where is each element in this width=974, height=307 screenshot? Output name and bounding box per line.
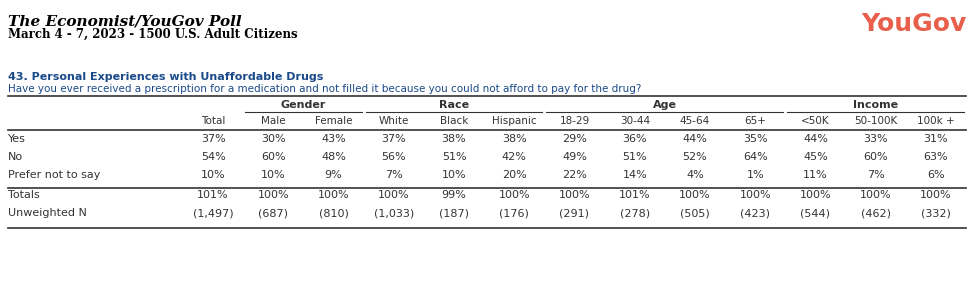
Text: 100%: 100%	[257, 190, 289, 200]
Text: 99%: 99%	[441, 190, 467, 200]
Text: 30-44: 30-44	[619, 116, 650, 126]
Text: Black: Black	[440, 116, 468, 126]
Text: Totals: Totals	[8, 190, 40, 200]
Text: 54%: 54%	[201, 152, 226, 162]
Text: 20%: 20%	[502, 170, 527, 180]
Text: 63%: 63%	[923, 152, 949, 162]
Text: 49%: 49%	[562, 152, 587, 162]
Text: 31%: 31%	[923, 134, 949, 144]
Text: 7%: 7%	[867, 170, 884, 180]
Text: 51%: 51%	[622, 152, 647, 162]
Text: (1,497): (1,497)	[193, 208, 234, 218]
Text: (423): (423)	[740, 208, 770, 218]
Text: Race: Race	[439, 100, 469, 110]
Text: (687): (687)	[258, 208, 288, 218]
Text: 10%: 10%	[442, 170, 467, 180]
Text: 100%: 100%	[920, 190, 952, 200]
Text: (176): (176)	[500, 208, 529, 218]
Text: 7%: 7%	[385, 170, 402, 180]
Text: 4%: 4%	[686, 170, 704, 180]
Text: (505): (505)	[680, 208, 710, 218]
Text: 10%: 10%	[201, 170, 225, 180]
Text: 9%: 9%	[324, 170, 343, 180]
Text: 45%: 45%	[803, 152, 828, 162]
Text: 100%: 100%	[559, 190, 590, 200]
Text: Have you ever received a prescription for a medication and not filled it because: Have you ever received a prescription fo…	[8, 84, 641, 94]
Text: <50K: <50K	[801, 116, 830, 126]
Text: No: No	[8, 152, 23, 162]
Text: YouGov: YouGov	[861, 12, 966, 36]
Text: 100%: 100%	[679, 190, 711, 200]
Text: (187): (187)	[439, 208, 469, 218]
Text: March 4 - 7, 2023 - 1500 U.S. Adult Citizens: March 4 - 7, 2023 - 1500 U.S. Adult Citi…	[8, 28, 298, 41]
Text: 101%: 101%	[618, 190, 651, 200]
Text: Yes: Yes	[8, 134, 26, 144]
Text: 100k +: 100k +	[918, 116, 955, 126]
Text: 44%: 44%	[683, 134, 707, 144]
Text: 100%: 100%	[739, 190, 771, 200]
Text: 14%: 14%	[622, 170, 647, 180]
Text: (462): (462)	[861, 208, 890, 218]
Text: 18-29: 18-29	[559, 116, 589, 126]
Text: 101%: 101%	[198, 190, 229, 200]
Text: 37%: 37%	[201, 134, 226, 144]
Text: 48%: 48%	[321, 152, 346, 162]
Text: 56%: 56%	[382, 152, 406, 162]
Text: Age: Age	[653, 100, 677, 110]
Text: 43. Personal Experiences with Unaffordable Drugs: 43. Personal Experiences with Unaffordab…	[8, 72, 323, 82]
Text: Hispanic: Hispanic	[492, 116, 537, 126]
Text: 100%: 100%	[800, 190, 831, 200]
Text: (544): (544)	[801, 208, 831, 218]
Text: Female: Female	[315, 116, 353, 126]
Text: (332): (332)	[921, 208, 951, 218]
Text: Male: Male	[261, 116, 285, 126]
Text: Unweighted N: Unweighted N	[8, 208, 87, 218]
Text: Income: Income	[853, 100, 898, 110]
Text: Total: Total	[201, 116, 225, 126]
Text: 36%: 36%	[622, 134, 647, 144]
Text: 38%: 38%	[502, 134, 527, 144]
Text: (810): (810)	[318, 208, 349, 218]
Text: 100%: 100%	[318, 190, 350, 200]
Text: 100%: 100%	[378, 190, 410, 200]
Text: 10%: 10%	[261, 170, 285, 180]
Text: White: White	[379, 116, 409, 126]
Text: (1,033): (1,033)	[374, 208, 414, 218]
Text: (278): (278)	[619, 208, 650, 218]
Text: 65+: 65+	[744, 116, 767, 126]
Text: 100%: 100%	[860, 190, 891, 200]
Text: 33%: 33%	[863, 134, 888, 144]
Text: 43%: 43%	[321, 134, 346, 144]
Text: 35%: 35%	[743, 134, 768, 144]
Text: 37%: 37%	[382, 134, 406, 144]
Text: 1%: 1%	[746, 170, 764, 180]
Text: 100%: 100%	[499, 190, 530, 200]
Text: (291): (291)	[559, 208, 589, 218]
Text: 60%: 60%	[863, 152, 888, 162]
Text: Prefer not to say: Prefer not to say	[8, 170, 100, 180]
Text: 29%: 29%	[562, 134, 587, 144]
Text: 51%: 51%	[442, 152, 467, 162]
Text: 22%: 22%	[562, 170, 587, 180]
Text: 6%: 6%	[927, 170, 945, 180]
Text: 30%: 30%	[261, 134, 285, 144]
Text: 11%: 11%	[804, 170, 828, 180]
Text: Gender: Gender	[281, 100, 326, 110]
Text: 60%: 60%	[261, 152, 285, 162]
Text: The Economist/YouGov Poll: The Economist/YouGov Poll	[8, 14, 242, 28]
Text: 38%: 38%	[441, 134, 467, 144]
Text: 64%: 64%	[743, 152, 768, 162]
Text: 42%: 42%	[502, 152, 527, 162]
Text: 52%: 52%	[683, 152, 707, 162]
Text: 50-100K: 50-100K	[854, 116, 897, 126]
Text: 45-64: 45-64	[680, 116, 710, 126]
Text: 44%: 44%	[803, 134, 828, 144]
